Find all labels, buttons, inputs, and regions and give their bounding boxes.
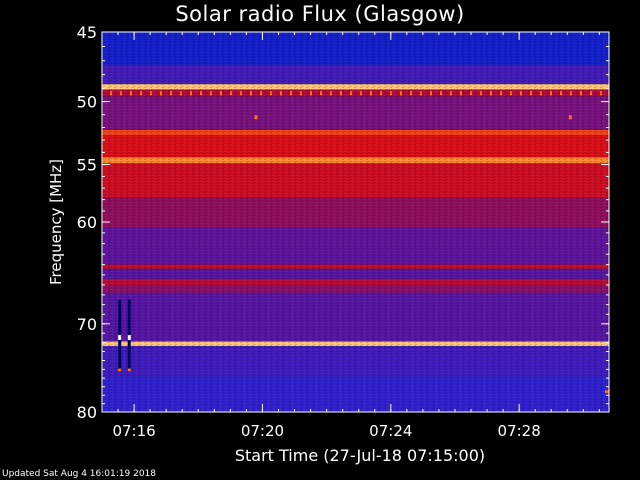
x-tick-label: 07:20 — [241, 422, 284, 440]
x-tick-label: 07:28 — [498, 422, 541, 440]
y-axis-label: Frequency [MHz] — [47, 158, 65, 286]
axis-ticks: 45 50 55 60 70 80 07:16 07:20 07:24 07:28 — [77, 23, 609, 440]
chart-title: Solar radio Flux (Glasgow) — [175, 2, 465, 26]
x-tick-label: 07:24 — [369, 422, 412, 440]
x-tick-label: 07:16 — [112, 422, 155, 440]
update-footer: Updated Sat Aug 4 16:01:19 2018 — [2, 469, 156, 479]
y-tick-label: 45 — [77, 23, 97, 42]
noise-overlay — [102, 32, 609, 412]
y-tick-label: 50 — [77, 93, 97, 112]
y-tick-label: 60 — [77, 213, 97, 232]
y-tick-label: 55 — [77, 156, 97, 175]
x-axis-label: Start Time (27-Jul-18 07:15:00) — [234, 446, 486, 465]
y-tick-label: 80 — [77, 403, 97, 422]
y-tick-label: 70 — [77, 315, 97, 334]
